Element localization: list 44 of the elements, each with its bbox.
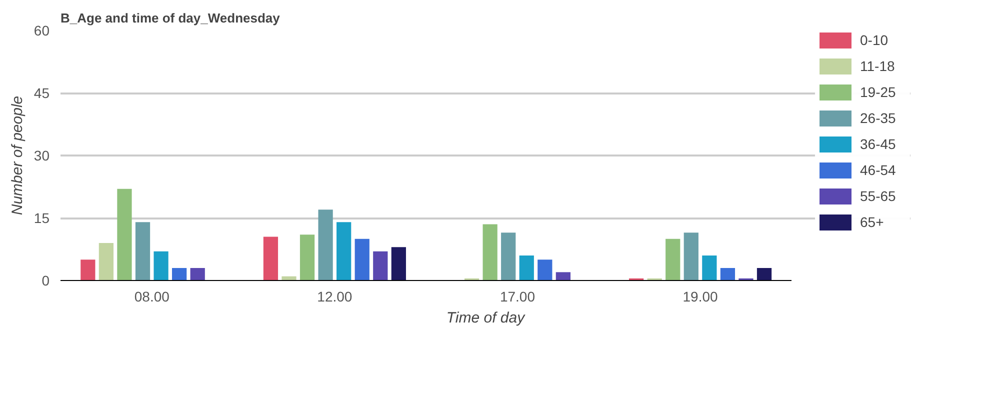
y-tick-label: 0	[42, 272, 50, 288]
bar	[336, 222, 352, 280]
bar	[391, 247, 406, 280]
bar	[117, 188, 132, 280]
bar	[98, 243, 114, 280]
x-axis-title: Time of day	[446, 310, 526, 326]
bar	[556, 272, 570, 280]
x-tick-label: 12.00	[317, 288, 352, 304]
x-tick-label: 17.00	[500, 288, 536, 304]
bar	[501, 232, 516, 280]
bar	[172, 268, 187, 280]
bar	[300, 234, 315, 280]
legend-label: 36-45	[860, 136, 897, 152]
bar	[318, 210, 333, 280]
legend-label: 26-35	[860, 110, 897, 126]
y-tick-label: 30	[34, 148, 50, 164]
y-tick-label: 45	[34, 85, 50, 101]
bar	[702, 256, 717, 280]
legend-label: 19-25	[860, 84, 897, 100]
y-axis-title: Number of people	[8, 96, 26, 216]
bar	[482, 224, 498, 280]
bar	[538, 260, 552, 280]
legend-label: 65+	[860, 214, 885, 230]
x-tick-label: 19.00	[682, 288, 718, 304]
legend-label: 11-18	[860, 58, 896, 74]
bar	[80, 260, 96, 280]
bar	[263, 236, 278, 280]
legend-label: 0-10	[860, 32, 890, 48]
bar	[154, 251, 168, 280]
x-tick-label: 08.00	[134, 288, 170, 304]
bar	[190, 268, 205, 280]
chart-title: B_Age and time of day_Wednesday	[60, 10, 281, 26]
y-tick-label: 60	[34, 22, 50, 38]
bar	[720, 268, 736, 280]
bar	[135, 222, 150, 280]
y-tick-label: 15	[34, 210, 50, 226]
bar	[354, 238, 370, 280]
bar	[373, 251, 388, 280]
legend-label: 55-65	[860, 188, 897, 204]
bar	[684, 232, 698, 280]
legend-label: 46-54	[860, 162, 897, 178]
bar	[756, 268, 772, 280]
bar	[519, 256, 534, 280]
bar	[666, 238, 680, 280]
